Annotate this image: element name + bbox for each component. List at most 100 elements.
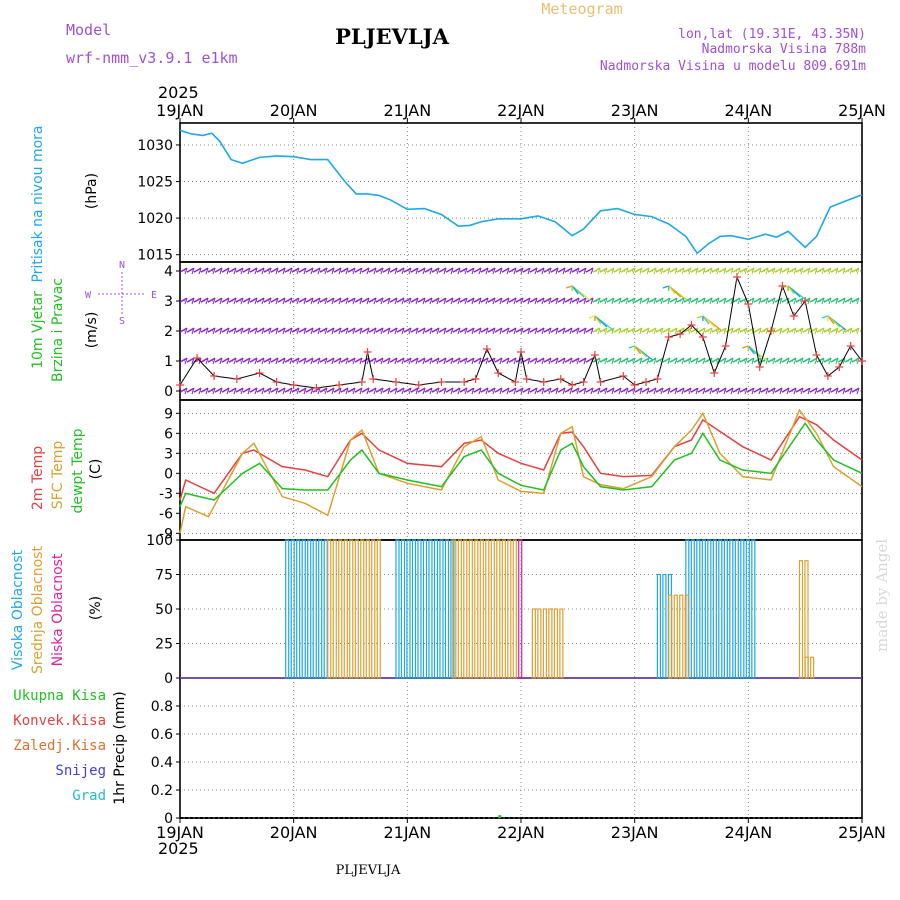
wind-barb	[606, 327, 615, 333]
y-tick-label: 50	[155, 602, 173, 618]
wind-barb-flag	[373, 297, 377, 305]
high-cloud-bar	[444, 539, 450, 679]
wind-barb-burst	[628, 345, 635, 349]
mid-cloud-bars	[327, 539, 815, 679]
wind-barb-flag	[366, 387, 370, 395]
wind-barb	[627, 297, 636, 303]
wind-barb	[207, 297, 216, 303]
wind-barb	[480, 267, 489, 273]
wind-barb	[221, 387, 230, 393]
wind-barb-flag	[646, 267, 650, 275]
wind-barb	[480, 297, 489, 303]
wind-barb	[634, 297, 643, 303]
wind-barb-flag	[779, 297, 783, 305]
wind-barb	[354, 297, 363, 303]
wind-barb-flag	[835, 357, 839, 365]
x-tick-label-top: 20JAN	[270, 101, 318, 120]
wind-barb-flag	[345, 297, 349, 305]
wind-barb	[529, 357, 538, 363]
wind-barb	[718, 297, 727, 303]
wind-barb	[368, 297, 377, 303]
wind-barb	[270, 387, 279, 393]
wind-barb-flag	[807, 387, 811, 395]
dewpt-line	[179, 422, 863, 507]
wind-barb	[242, 387, 251, 393]
wind-barb-flag	[786, 387, 790, 395]
wind-barb-flag	[604, 357, 608, 365]
wind-barb	[802, 327, 811, 333]
wind-barb-flag	[569, 297, 573, 305]
wind-barb-flag	[212, 267, 216, 275]
wind-barb-flag	[436, 297, 440, 305]
wind-barb	[361, 267, 370, 273]
wind-barb-flag	[821, 297, 825, 305]
wind-barb-flag	[828, 327, 832, 335]
high-cloud-bar	[307, 539, 312, 679]
wind-barb	[802, 267, 811, 273]
wind-barb-flag	[695, 267, 699, 275]
wind-barb	[662, 357, 671, 363]
wind-barb	[438, 297, 447, 303]
wind-barb-flag	[205, 267, 209, 275]
wind-barb-flag	[653, 357, 657, 365]
wind-barb	[823, 357, 832, 363]
wind-barb	[613, 267, 622, 273]
y-tick-label: 0	[164, 811, 173, 827]
wind-barb	[606, 387, 615, 393]
wind-barb	[662, 327, 671, 333]
high-cloud-bar	[696, 539, 701, 679]
product-title: Meteogram	[541, 0, 622, 18]
wind-barb	[802, 387, 811, 393]
footer-station: PLJEVLJA	[336, 863, 401, 878]
wind-barb-flag	[569, 327, 573, 335]
wind-barb	[648, 327, 657, 333]
wind-barb	[347, 267, 356, 273]
wind-barb-flag	[562, 387, 566, 395]
wind-barb-flag	[457, 267, 461, 275]
wind-barb	[613, 357, 622, 363]
y-tick-label: 25	[155, 637, 173, 653]
wind-barb-flag	[443, 387, 447, 395]
wind-barb-flag	[758, 297, 762, 305]
wind-barb-flag	[205, 297, 209, 305]
mid-cloud-bar	[673, 594, 678, 679]
wind-barb-burst	[827, 315, 835, 325]
wind-barb-flag	[219, 387, 223, 395]
wind-barb-flag	[639, 327, 643, 335]
high-cloud-bar	[751, 539, 756, 679]
wind-unit-label: (m/s)	[84, 312, 100, 349]
wind-barb	[620, 327, 629, 333]
wind-barb	[613, 327, 622, 333]
wind-barb-flag	[527, 267, 531, 275]
wind-barb-flag	[821, 357, 825, 365]
wind-barb	[669, 327, 678, 333]
wind-barb	[564, 267, 573, 273]
wind-barb-flag	[856, 267, 860, 275]
y-tick-label: 9	[164, 406, 173, 422]
wind-barb-flag	[408, 267, 412, 275]
wind-barb	[494, 357, 503, 363]
wind-barb-flag	[513, 267, 517, 275]
wind-barb	[445, 387, 454, 393]
wind-barb	[263, 327, 272, 333]
wind-barb-flag	[268, 387, 272, 395]
wind-barb	[851, 357, 860, 363]
wind-barb-flag	[548, 267, 552, 275]
wind-barb-flag	[464, 297, 468, 305]
wind-barb-flag	[779, 267, 783, 275]
wind-barb-flag	[226, 387, 230, 395]
wind-barb	[816, 327, 825, 333]
wind-barb	[487, 387, 496, 393]
wind-barb-flag	[443, 327, 447, 335]
wind-barb-flag	[723, 297, 727, 305]
wind-barb-flag	[282, 327, 286, 335]
wind-barb-flag	[499, 297, 503, 305]
wind-barb	[830, 267, 839, 273]
wind-barb-flag	[408, 387, 412, 395]
wind-barb	[438, 267, 447, 273]
wind-barb-flag	[583, 327, 587, 335]
wind-barb	[690, 327, 699, 333]
wind-barb-flag	[198, 297, 202, 305]
wind-barb-flag	[205, 327, 209, 335]
